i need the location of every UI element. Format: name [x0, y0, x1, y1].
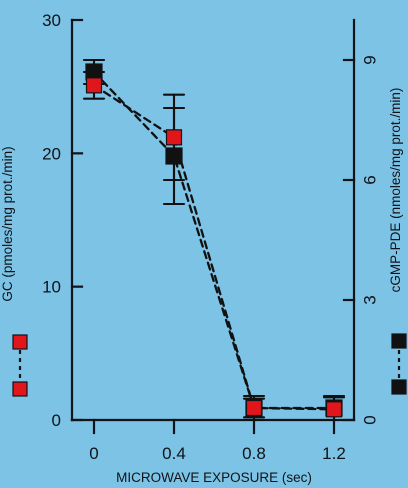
- left-y-tick-label: 0: [52, 411, 61, 430]
- right-y-tick-label: 9: [360, 55, 379, 64]
- right-y-tick-label: 3: [360, 295, 379, 304]
- right-y-axis-title: cGMP-PDE (nmoles/mg prot./min): [388, 88, 403, 293]
- x-tick-label: 1.2: [322, 444, 346, 463]
- left-y-tick-label: 30: [42, 11, 61, 30]
- data-point-left: [85, 77, 103, 94]
- x-tick-label: 0: [89, 444, 98, 463]
- left-y-tick-label: 20: [42, 144, 61, 163]
- legend-marker-left-bottom: [12, 381, 28, 397]
- data-point-left: [325, 401, 343, 418]
- series-line-right: [92, 70, 336, 410]
- left-y-tick-label: 10: [42, 278, 61, 297]
- x-tick-label: 0.8: [242, 444, 266, 463]
- right-y-tick-label: 0: [360, 415, 379, 424]
- data-point-left: [165, 129, 183, 146]
- legend-marker-left-top: [12, 334, 28, 350]
- data-point-left: [245, 399, 263, 417]
- legend-marker-right-bottom: [391, 379, 407, 395]
- x-tick-label: 0.4: [162, 444, 186, 463]
- right-y-tick-label: 6: [360, 175, 379, 184]
- x-axis-title: MICROWAVE EXPOSURE (sec): [116, 470, 312, 485]
- legend-marker-right-top: [391, 333, 407, 349]
- left-y-axis-title: GC (pmoles/mg prot./min): [0, 146, 15, 301]
- data-point-right: [165, 147, 183, 165]
- series-line-left: [92, 84, 336, 411]
